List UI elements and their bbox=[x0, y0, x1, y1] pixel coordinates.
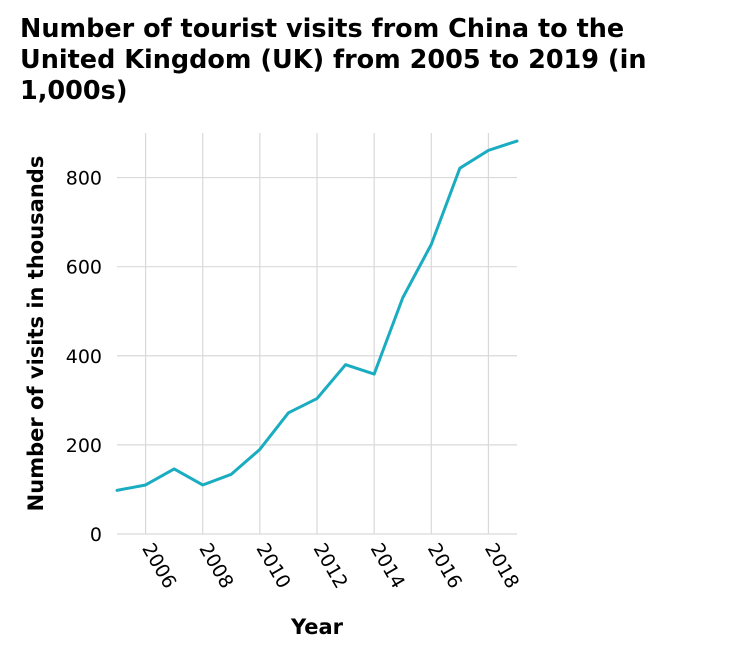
x-axis-title: Year bbox=[290, 615, 344, 639]
y-axis-ticks: 0 200 400 600 800 bbox=[66, 168, 102, 546]
x-axis-ticks: 2006 2008 2010 2012 2014 2016 2018 bbox=[137, 540, 523, 593]
y-tick-label: 600 bbox=[66, 257, 102, 279]
x-tick-label: 2006 bbox=[137, 540, 180, 593]
x-tick-label: 2008 bbox=[194, 540, 237, 593]
x-tick-label: 2014 bbox=[366, 540, 409, 593]
series-line bbox=[115, 139, 519, 492]
chart-title: Number of tourist visits from China to t… bbox=[20, 14, 647, 106]
y-tick-label: 200 bbox=[66, 435, 102, 457]
y-axis-title: Number of visits in thousands bbox=[24, 156, 48, 512]
y-tick-label: 0 bbox=[90, 524, 102, 546]
x-tick-label: 2010 bbox=[252, 540, 295, 593]
x-tick-label: 2012 bbox=[309, 540, 352, 593]
x-tick-label: 2016 bbox=[423, 540, 466, 593]
y-tick-label: 800 bbox=[66, 168, 102, 190]
grid-lines bbox=[117, 133, 517, 535]
y-tick-label: 400 bbox=[66, 346, 102, 368]
x-tick-label: 2018 bbox=[480, 540, 523, 593]
series-layer bbox=[115, 139, 519, 492]
